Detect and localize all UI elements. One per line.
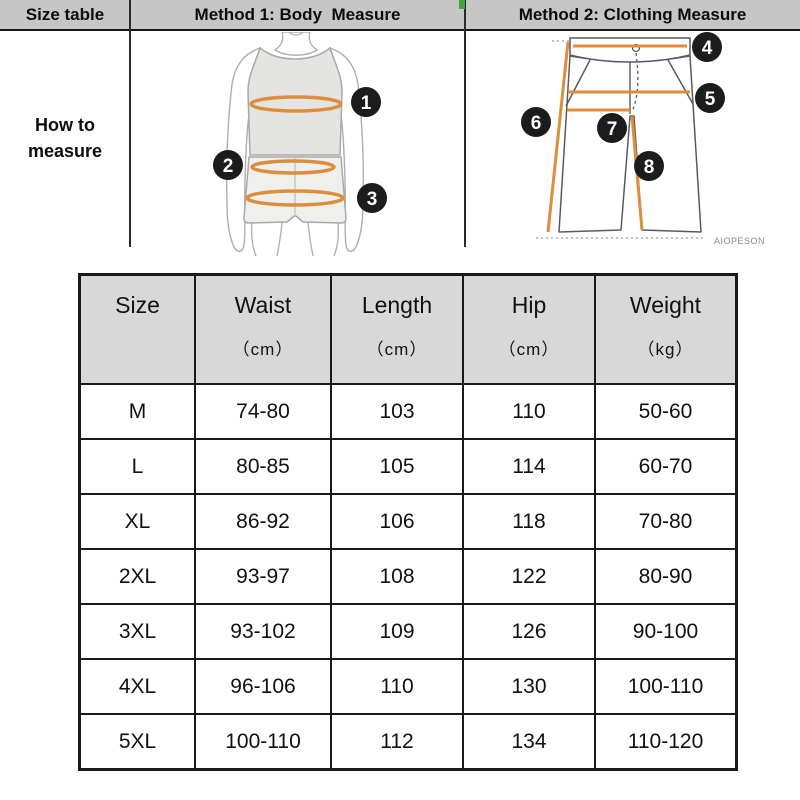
left-arm-outline <box>225 46 261 252</box>
cell-length: 105 <box>330 438 464 495</box>
cell-weight: 60-70 <box>594 438 738 495</box>
left-leg-inner <box>276 221 283 257</box>
cell-weight: 80-90 <box>594 548 738 605</box>
cell-length: 110 <box>330 658 464 715</box>
cell-size: XL <box>78 493 196 550</box>
marker-1: 1 <box>351 87 381 117</box>
waistband <box>569 37 691 63</box>
cell-size: 5XL <box>78 713 196 771</box>
body-measure-diagram: 1 2 3 <box>213 32 387 257</box>
column-header-size: Size <box>78 273 196 385</box>
tank-top <box>247 46 343 156</box>
left-leg-outer <box>250 221 257 257</box>
cell-hip: 114 <box>462 438 596 495</box>
marker-8: 8 <box>634 151 664 181</box>
marker-6: 6 <box>521 107 551 137</box>
cell-size: 4XL <box>78 658 196 715</box>
header-method1: Method 1: Body Measure <box>194 4 401 24</box>
hip-measure-line <box>245 189 345 207</box>
cell-size: M <box>78 383 196 440</box>
cell-length: 109 <box>330 603 464 660</box>
marker-2: 2 <box>213 150 243 180</box>
cell-hip: 134 <box>462 713 596 771</box>
marker-3: 3 <box>357 183 387 213</box>
marker-7: 7 <box>597 113 627 143</box>
cell-weight: 50-60 <box>594 383 738 440</box>
table-row-l: L 80-85 105 114 60-70 <box>78 438 738 495</box>
table-row-xl: XL 86-92 106 118 70-80 <box>78 493 738 550</box>
cell-waist: 96-106 <box>194 658 332 715</box>
table-row-2xl: 2XL 93-97 108 122 80-90 <box>78 548 738 605</box>
cell-length: 108 <box>330 548 464 605</box>
svg-text:5: 5 <box>705 89 716 110</box>
waist-measure-line <box>250 159 336 175</box>
neck-outline <box>273 32 319 56</box>
table-row-4xl: 4XL 96-106 110 130 100-110 <box>78 658 738 715</box>
cell-length: 106 <box>330 493 464 550</box>
header-size-table: Size table <box>25 4 105 24</box>
watermark-text: AIOPESON <box>714 236 765 246</box>
cell-waist: 93-102 <box>194 603 332 660</box>
section-header-bar: Size table Method 1: Body Measure Method… <box>0 0 800 31</box>
how-to-measure-label: How to measure <box>27 115 103 162</box>
column-header-waist: Waist （cm） <box>194 273 332 385</box>
marker-4: 4 <box>692 32 722 62</box>
column-header-length: Length （cm） <box>330 273 464 385</box>
cell-waist: 93-97 <box>194 548 332 605</box>
column-divider-1 <box>129 0 131 247</box>
column-divider-2 <box>464 0 466 247</box>
cell-hip: 126 <box>462 603 596 660</box>
cell-size: 3XL <box>78 603 196 660</box>
cell-length: 103 <box>330 383 464 440</box>
table-row-m: M 74-80 103 110 50-60 <box>78 383 738 440</box>
table-row-3xl: 3XL 93-102 109 126 90-100 <box>78 603 738 660</box>
cell-hip: 118 <box>462 493 596 550</box>
cell-weight: 100-110 <box>594 658 738 715</box>
fly-stitch-dashed <box>631 52 639 113</box>
svg-text:1: 1 <box>361 93 372 114</box>
cell-weight: 70-80 <box>594 493 738 550</box>
cell-hip: 110 <box>462 383 596 440</box>
right-leg-outer <box>333 221 340 257</box>
cell-waist: 80-85 <box>194 438 332 495</box>
chest-measure-line <box>249 95 343 113</box>
table-header-row: Size Waist （cm） Length （cm） Hip （cm） Wei… <box>78 273 738 385</box>
cell-size: 2XL <box>78 548 196 605</box>
table-row-5xl: 5XL 100-110 112 134 110-120 <box>78 713 738 771</box>
header-method2: Method 2: Clothing Measure <box>518 4 747 24</box>
left-pocket-line <box>565 59 591 107</box>
right-leg-inner <box>307 221 314 257</box>
cell-waist: 100-110 <box>194 713 332 771</box>
svg-text:3: 3 <box>367 189 378 210</box>
cell-hip: 122 <box>462 548 596 605</box>
svg-text:7: 7 <box>607 119 618 140</box>
column-header-hip: Hip （cm） <box>462 273 596 385</box>
clothing-measure-diagram: 4 5 6 7 8 AIOPESON <box>521 32 765 246</box>
chin-line <box>288 32 304 36</box>
cell-weight: 110-120 <box>594 713 738 771</box>
cell-waist: 86-92 <box>194 493 332 550</box>
cell-weight: 90-100 <box>594 603 738 660</box>
length-measure-line <box>546 41 570 233</box>
svg-text:2: 2 <box>223 156 234 177</box>
cell-length: 112 <box>330 713 464 771</box>
cell-hip: 130 <box>462 658 596 715</box>
svg-text:8: 8 <box>644 157 655 178</box>
green-tick-mark <box>459 0 465 9</box>
cell-waist: 74-80 <box>194 383 332 440</box>
svg-text:4: 4 <box>702 38 713 59</box>
marker-5: 5 <box>695 83 725 113</box>
right-pocket-line <box>667 59 694 105</box>
size-table: Size Waist （cm） Length （cm） Hip （cm） Wei… <box>78 273 738 771</box>
column-header-weight: Weight （kg） <box>594 273 738 385</box>
svg-text:6: 6 <box>531 113 542 134</box>
cell-size: L <box>78 438 196 495</box>
